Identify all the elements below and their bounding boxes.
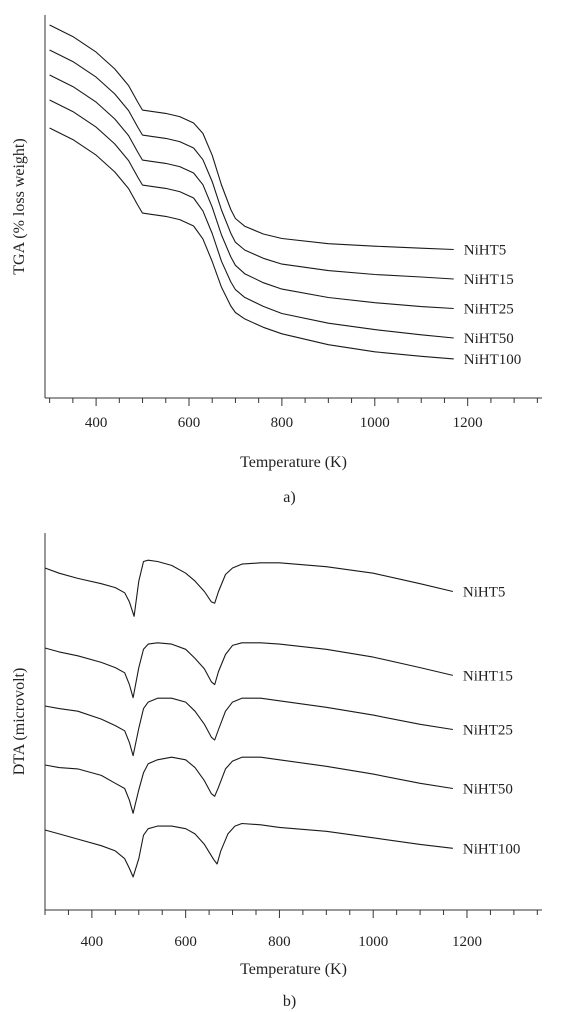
tga-series-niht5 bbox=[49, 24, 454, 251]
tga-series-label: NiHT15 bbox=[464, 272, 514, 288]
tga-series-label: NiHT25 bbox=[464, 301, 514, 317]
tga-x-tick-label: 1200 bbox=[453, 415, 483, 431]
dta-x-tick-label: 1000 bbox=[358, 934, 388, 950]
tga-series-niht100 bbox=[49, 127, 454, 360]
dta-series-label: NiHT25 bbox=[463, 723, 513, 739]
dta-x-axis-label: Temperature (K) bbox=[240, 961, 347, 978]
tga-series-label: NiHT100 bbox=[464, 352, 522, 368]
dta-x-tick-label: 800 bbox=[268, 934, 291, 950]
dta-series-niht50 bbox=[44, 756, 453, 814]
tga-series-niht15 bbox=[49, 49, 454, 280]
tga-x-tick-label: 1000 bbox=[360, 415, 390, 431]
tga-series-niht25 bbox=[49, 74, 454, 310]
tga-x-tick-label: 800 bbox=[271, 415, 294, 431]
tga-series-niht50 bbox=[49, 99, 454, 339]
tga-series-label: NiHT50 bbox=[464, 331, 514, 347]
tga-x-tick-label: 400 bbox=[85, 415, 108, 431]
dta-series-niht25 bbox=[44, 697, 453, 757]
tga-panel-label: a) bbox=[283, 489, 295, 506]
dta-panel-label: b) bbox=[283, 993, 296, 1010]
tga-x-tick-label: 600 bbox=[178, 415, 201, 431]
tga-series-label: NiHT5 bbox=[464, 242, 507, 258]
dta-x-tick-label: 400 bbox=[81, 934, 104, 950]
tga-x-axis-label: Temperature (K) bbox=[240, 454, 347, 471]
dta-y-axis-label: DTA (microvolt) bbox=[11, 668, 28, 776]
dta-series-niht5 bbox=[44, 559, 454, 617]
dta-series-label: NiHT100 bbox=[463, 841, 521, 857]
dta-series-niht15 bbox=[44, 642, 454, 699]
dta-x-tick-label: 1200 bbox=[452, 934, 482, 950]
dta-x-tick-label: 600 bbox=[174, 934, 197, 950]
dta-series-label: NiHT50 bbox=[463, 782, 513, 798]
dta-series-label: NiHT5 bbox=[463, 585, 506, 601]
tga-y-axis-label: TGA (% loss weight) bbox=[11, 138, 28, 274]
dta-series-label: NiHT15 bbox=[463, 668, 513, 684]
dta-series-niht100 bbox=[44, 822, 453, 878]
